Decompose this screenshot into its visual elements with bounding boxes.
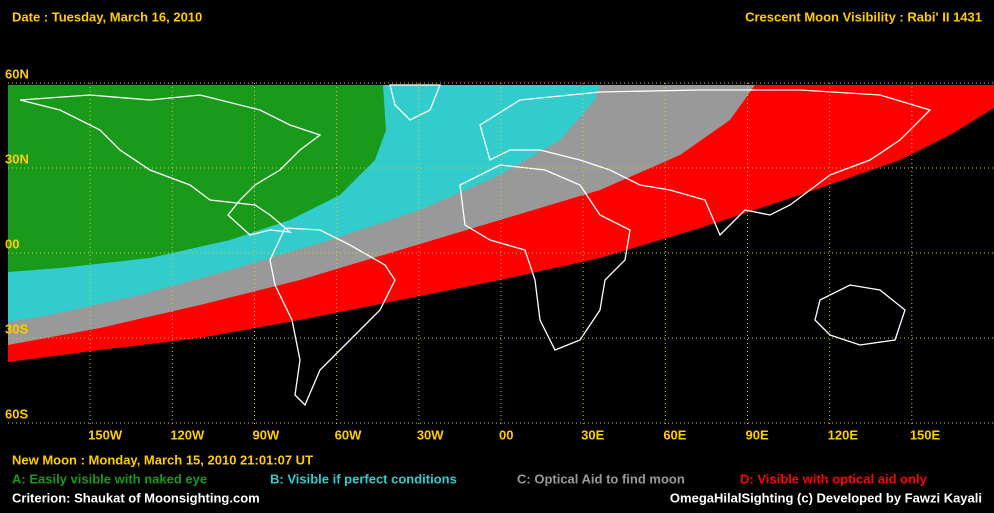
greenland (389, 84, 441, 121)
eurasia (479, 89, 932, 237)
lon-label: 90E (746, 427, 769, 442)
legend-item: D: Visible with optical aid only (740, 471, 928, 486)
legend-item: C: Optical Aid to find moon (517, 471, 685, 486)
lat-label: 60N (5, 66, 29, 81)
legend-item: A: Easily visible with naked eye (12, 471, 207, 486)
date: Date : Tuesday, March 16, 2010 (12, 9, 202, 24)
africa (459, 164, 631, 351)
lat-label: 60S (5, 406, 28, 421)
lon-label: 60W (335, 427, 362, 442)
lon-label: 30E (581, 427, 604, 442)
north-america (19, 94, 322, 236)
lon-label: 00 (499, 427, 513, 442)
australia (814, 284, 906, 346)
lat-label: 30S (5, 321, 28, 336)
lat-label: 30N (5, 151, 29, 166)
lon-label: 60E (663, 427, 686, 442)
lon-label: 120E (828, 427, 859, 442)
coastlines (19, 84, 932, 407)
lon-label: 150W (88, 427, 123, 442)
labels: 60N 30N 00 30S 60S 150W 120W 90W 60W 30W 00 30E 60E 9… (5, 66, 941, 486)
south-america (269, 227, 396, 407)
lon-label: 90W (253, 427, 280, 442)
criterion: Criterion: Shaukat of Moonsighting.com (12, 490, 260, 505)
lon-label: 30W (417, 427, 444, 442)
new-moon: New Moon : Monday, March 15, 2010 21:01:… (12, 452, 313, 467)
lat-label: 00 (5, 236, 19, 251)
lon-label: 120W (170, 427, 205, 442)
legend-item: B: Visible if perfect conditions (270, 471, 457, 486)
title: Crescent Moon Visibility : Rabi' II 1431 (745, 9, 982, 24)
graticule (8, 82, 994, 425)
lon-label: 150E (910, 427, 941, 442)
credit: OmegaHilalSighting (c) Developed by Fawz… (670, 490, 982, 505)
